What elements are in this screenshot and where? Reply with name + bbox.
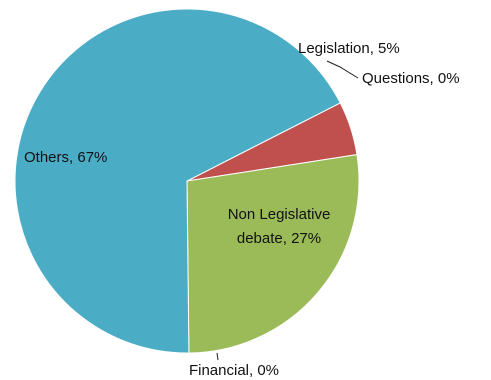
- pie-slice-others: [14, 8, 341, 354]
- leader-line-questions: [326, 60, 359, 79]
- leader-lines: [216, 60, 359, 361]
- slice-label-legislation: Legislation, 5%: [298, 40, 400, 57]
- slice-label-non-legislative-line2: debate, 27%: [237, 230, 321, 247]
- leader-line-financial: [216, 352, 219, 361]
- slice-label-non-legislative-line1: Non Legislative: [228, 206, 331, 223]
- pie-slice-non-legislative-debate: [186, 154, 360, 354]
- slice-label-questions: Questions, 0%: [362, 70, 460, 87]
- slice-label-others: Others, 67%: [24, 149, 107, 166]
- slice-label-financial: Financial, 0%: [189, 362, 279, 379]
- pie-slices: [14, 8, 360, 354]
